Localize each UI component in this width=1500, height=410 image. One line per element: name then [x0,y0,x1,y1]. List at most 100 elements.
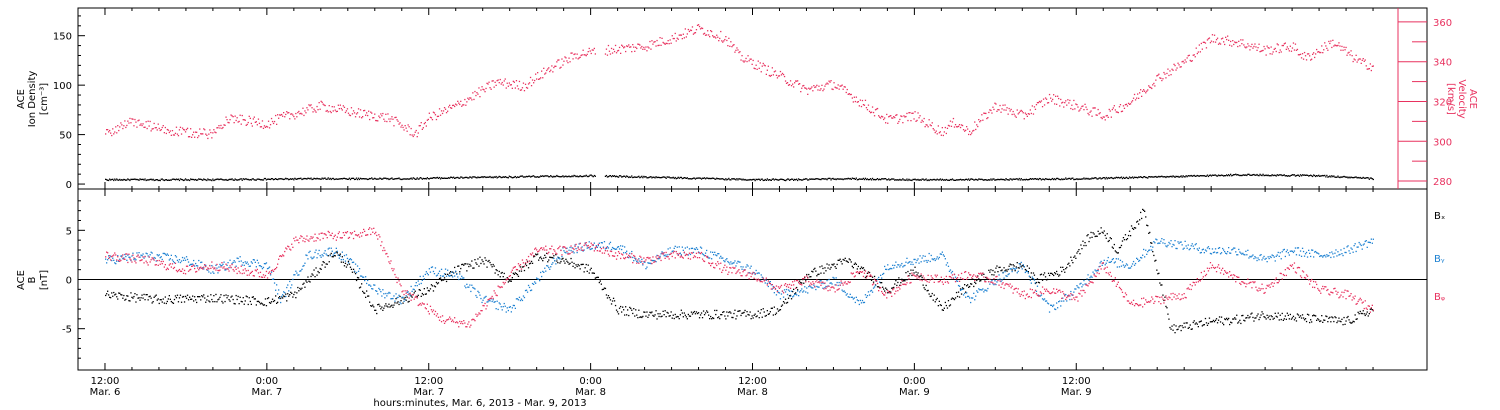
data-point [815,288,817,291]
data-point [269,302,272,304]
data-point [735,49,737,51]
data-point [882,273,884,275]
data-point [395,116,397,118]
data-point [683,37,685,39]
data-point [303,264,305,267]
data-point [284,178,286,180]
data-point [633,308,635,310]
data-point [535,253,537,255]
data-point [821,84,823,86]
data-point [1293,174,1296,176]
data-point [699,246,702,248]
data-point [248,265,250,267]
data-point [1071,104,1073,106]
data-point [823,272,825,274]
data-point [1150,86,1152,89]
data-point [1170,175,1172,177]
data-point [1014,268,1016,271]
data-point [1084,103,1086,105]
data-point [743,179,745,181]
data-point [828,177,830,179]
data-point [1293,250,1296,252]
data-point [450,176,452,178]
data-point [1244,46,1246,48]
data-point [1178,176,1180,178]
data-point [340,261,342,263]
data-point [779,309,782,311]
data-point [396,302,398,304]
data-point [1331,46,1333,49]
data-point [555,263,557,265]
data-point [480,89,482,91]
data-point [601,242,603,244]
data-point [852,177,854,180]
data-point [846,178,848,180]
data-point [249,179,251,181]
data-point [548,176,550,178]
data-point [157,298,159,300]
data-point [1065,100,1067,102]
data-point [1114,177,1116,179]
data-point [471,284,473,286]
data-point [531,175,534,177]
data-point [777,291,780,294]
data-point [972,278,974,280]
data-point [1282,249,1284,251]
data-point [1105,115,1107,117]
data-point [1057,273,1059,275]
data-point [284,295,286,298]
data-point [1151,249,1153,251]
data-point [814,178,816,180]
data-point [1030,272,1032,274]
data-point [1009,178,1011,180]
data-point [1122,264,1125,266]
data-point [404,178,406,180]
data-point [411,178,413,180]
data-point [348,177,351,179]
data-point [289,178,291,180]
data-point [639,177,641,179]
data-point [1193,174,1195,177]
data-point [325,253,327,255]
data-point [568,175,570,177]
data-point [1115,111,1117,113]
data-point [1364,314,1366,317]
data-point [853,177,855,180]
data-point [1067,99,1069,101]
data-point [726,258,728,260]
data-point [541,275,543,278]
data-point [575,264,577,266]
data-point [1289,45,1291,47]
data-point [389,292,391,294]
data-point [1289,175,1291,177]
data-point [747,179,749,181]
data-point [761,316,763,318]
data-point [1222,174,1224,177]
data-point [418,289,420,291]
data-point [965,129,967,131]
data-point [611,300,614,302]
data-point [1060,98,1062,101]
data-point [441,112,444,115]
data-point [648,176,650,179]
data-point [465,287,467,289]
data-point [1095,114,1097,116]
data-point [263,125,266,127]
data-point [931,179,933,181]
data-point [927,259,929,262]
data-point [1162,294,1164,296]
data-point [327,248,329,250]
data-point [125,179,127,181]
data-point [245,124,247,126]
data-point [1118,247,1121,249]
data-point [1057,177,1059,180]
data-point [508,82,510,84]
data-point [557,175,559,177]
data-point [1334,252,1336,254]
data-point [1037,102,1040,104]
data-point [115,293,117,295]
data-point [692,251,695,254]
data-point [1345,176,1347,178]
data-point [792,290,794,293]
data-point [357,177,360,179]
